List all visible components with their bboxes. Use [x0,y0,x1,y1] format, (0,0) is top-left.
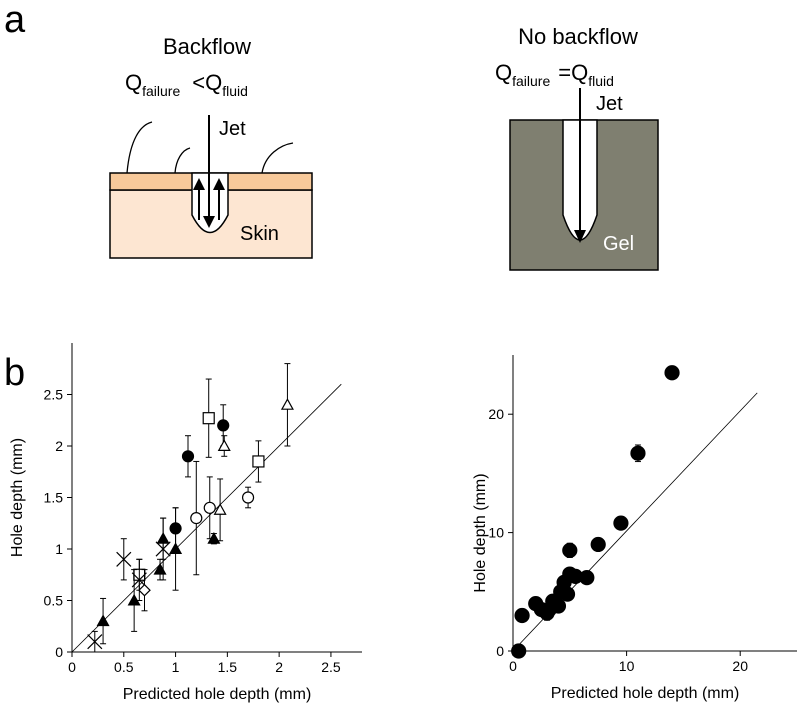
jet-label: Jet [219,118,246,140]
arrow-head [213,178,225,190]
y-tick-label: 20 [488,406,504,422]
point [217,419,230,432]
point [87,634,103,650]
y-tick-label: 1.5 [44,490,64,506]
point [213,503,227,515]
x-tick-label: 20 [732,658,748,674]
x-tick-label: 2.5 [321,659,341,675]
reference-line [71,383,342,653]
point [511,643,527,659]
point [153,562,167,575]
hair [126,121,153,174]
point [613,515,629,531]
backflow-diagram: Backflow Qfailure <Qfluid Jet Skin [109,34,313,259]
x-tick-label: 10 [619,658,635,674]
panel-label: b [4,352,25,394]
point [579,569,595,586]
point [252,455,265,468]
point [241,491,255,504]
y-tick-label: 0.5 [44,593,64,609]
point [138,583,151,597]
x-tick-label: 1.5 [218,659,238,675]
point [96,614,110,627]
point [630,445,646,461]
diagram-title: Backflow [163,34,251,59]
point [550,598,567,614]
jet-label: Jet [596,93,623,115]
hair [174,147,191,174]
flow-relation: Qfailure <Qfluid [125,70,248,99]
x-tick-label: 1 [172,659,180,675]
material-label: Gel [603,233,634,255]
arrow-head [193,178,205,190]
x-tick-label: 2 [275,659,283,675]
y-tick-label: 10 [488,525,504,541]
no-backflow-diagram: No backflow Qfailure =Qfluid Jet Gel [495,24,659,271]
material-label: Skin [240,223,279,245]
flow-relation: Qfailure =Qfluid [495,60,614,89]
hair [261,142,294,174]
point [280,398,294,410]
point [203,501,216,514]
point [181,450,195,463]
point [116,551,132,567]
y-tick-label: 0 [55,644,63,660]
point [190,511,203,525]
x-axis-label: Predicted hole depth (mm) [551,685,740,702]
y-tick-label: 0 [496,643,504,659]
point [590,536,606,553]
point [169,542,183,554]
y-tick-label: 2 [55,438,63,454]
x-tick-label: 0 [509,658,517,674]
x-tick-label: 0.5 [114,659,134,675]
x-axis-label: Predicted hole depth (mm) [123,686,312,703]
point [559,586,576,602]
point [202,412,215,425]
point [207,531,221,544]
point [127,593,141,606]
y-axis-label: Hole depth (mm) [9,438,26,557]
panel-label: a [4,0,26,41]
point [155,541,171,557]
y-tick-label: 1 [55,541,63,557]
y-axis-label: Hole depth (mm) [472,473,489,592]
y-tick-label: 2.5 [44,387,64,403]
arrow-head [574,230,586,243]
x-tick-label: 0 [68,659,76,675]
point [562,542,578,558]
point [514,607,530,624]
point [664,365,680,381]
point [217,439,231,451]
diagram-title: No backflow [518,24,638,49]
arrow-head [203,216,215,228]
